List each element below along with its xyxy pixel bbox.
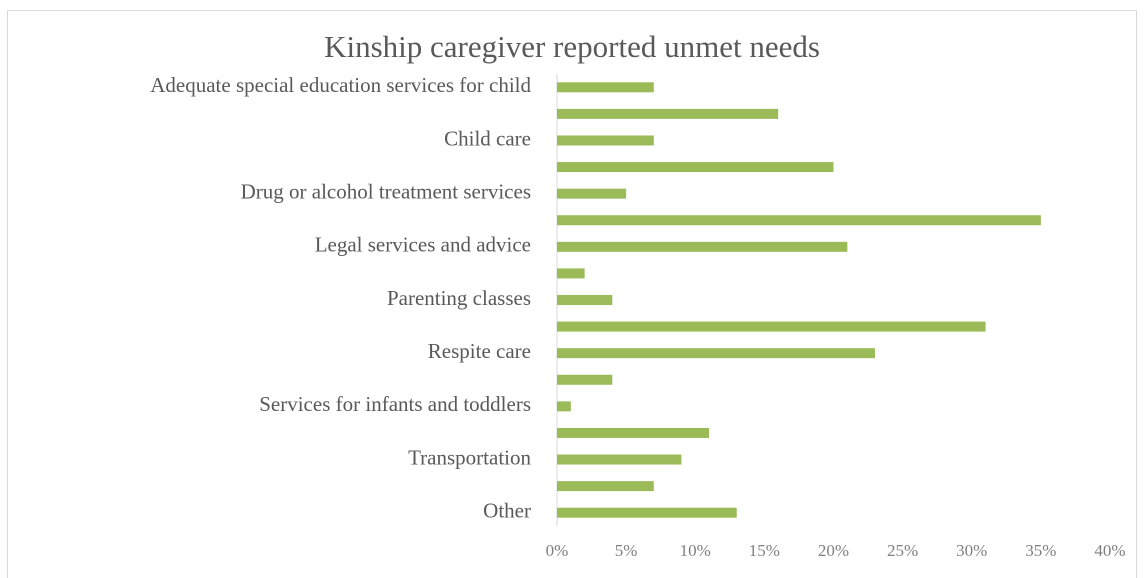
y-tick-label: Transportation [408,445,531,469]
bar [557,295,613,305]
bar [557,427,710,438]
chart-title: Kinship caregiver reported unmet needs [324,29,820,64]
x-tick-label: 20% [818,541,849,560]
bar [557,507,737,518]
bar [557,401,571,412]
bar [557,374,613,385]
bar [557,241,848,252]
bar [557,135,654,146]
y-tick-label: Adequate special education services for … [150,73,531,97]
y-tick-label: Parenting classes [387,286,531,310]
y-tick-label: Other [483,499,531,523]
bar [557,188,627,199]
x-tick-label: 40% [1094,541,1125,560]
bar [557,82,654,93]
y-tick-label: Child care [444,126,531,150]
x-tick-label: 0% [546,541,569,560]
x-tick-label: 25% [887,541,918,560]
bar [557,108,779,119]
y-tick-label: Legal services and advice [315,233,531,257]
x-tick-label: 15% [749,541,780,560]
y-tick-label: Services for infants and toddlers [259,392,531,416]
y-tick-label: Respite care [428,339,531,363]
x-tick-label: 5% [615,541,638,560]
bar [557,215,1041,226]
bar [557,162,834,173]
bar [557,268,585,279]
bar [557,481,654,492]
x-tick-label: 35% [1025,541,1056,560]
bar [557,321,986,332]
y-tick-label: Drug or alcohol treatment services [241,179,531,203]
x-tick-label: 10% [680,541,711,560]
bar [557,348,875,359]
bar [557,454,682,465]
x-tick-label: 30% [956,541,987,560]
